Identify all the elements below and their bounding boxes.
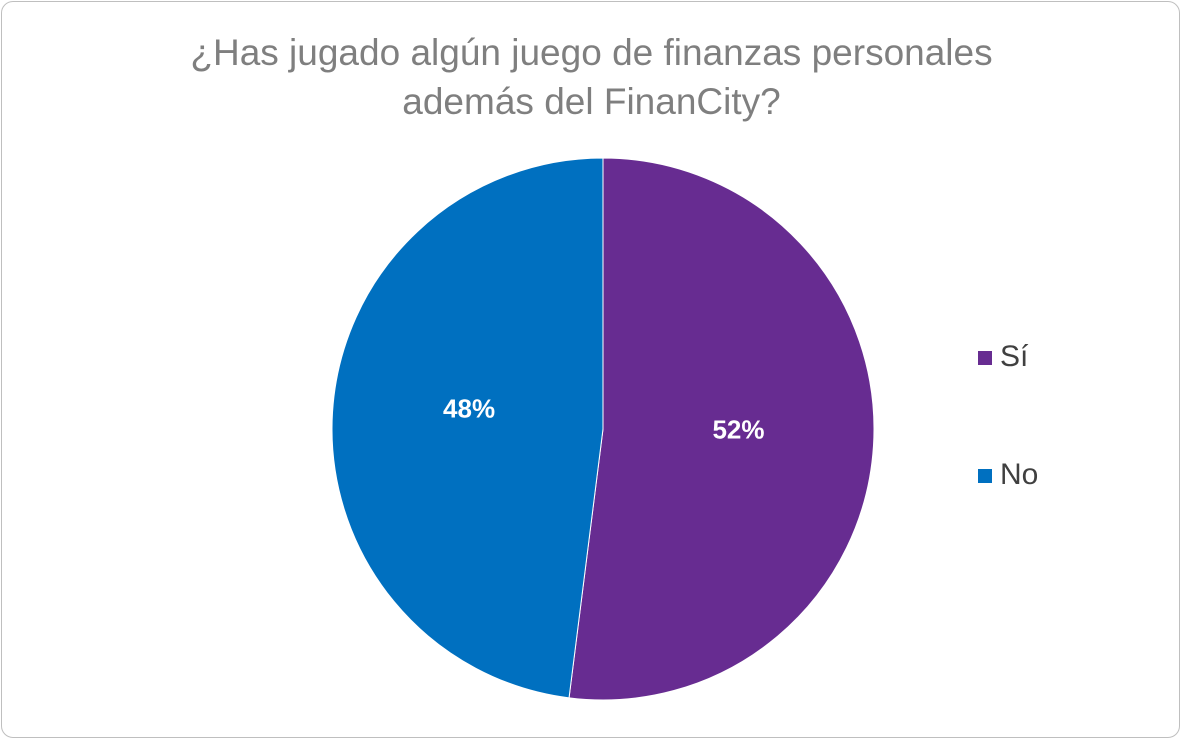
- chart-title: ¿Has jugado algún juego de finanzas pers…: [0, 28, 1183, 126]
- legend-label-si: Sí: [1000, 340, 1029, 373]
- legend-swatch-si: [978, 351, 992, 365]
- chart-title-line-1: ¿Has jugado algún juego de finanzas pers…: [190, 32, 993, 73]
- chart-title-line-2: además del FinanCity?: [402, 81, 781, 122]
- legend-label-no: No: [1000, 458, 1039, 491]
- data-label-si: 52%: [712, 414, 764, 444]
- legend-swatch-no: [978, 469, 992, 483]
- pie-data-labels: 52% 48%: [443, 393, 764, 444]
- data-label-no: 48%: [443, 393, 495, 423]
- pie-slice-si: [568, 157, 875, 701]
- pie-slice-no: [331, 157, 604, 699]
- pie-slices: [331, 157, 875, 701]
